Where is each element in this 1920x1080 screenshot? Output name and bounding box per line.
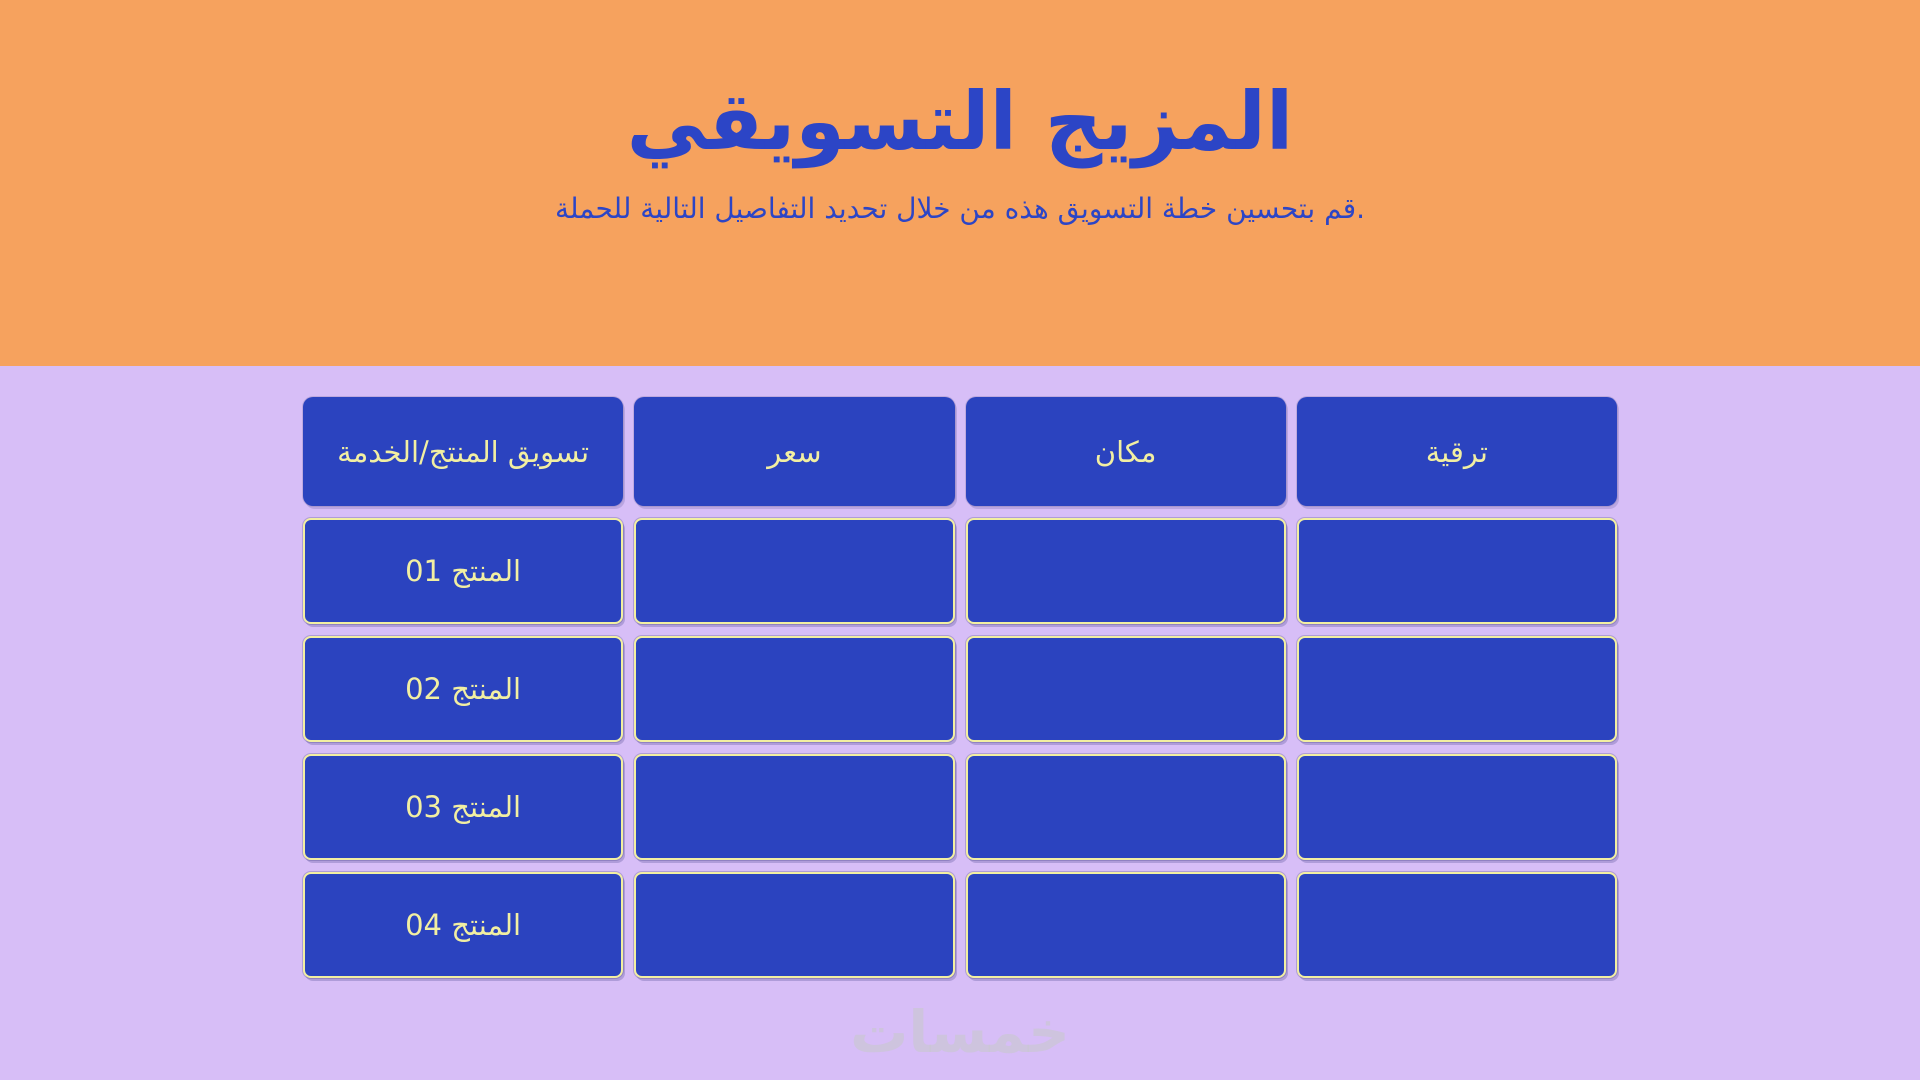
cell-price-product-02[interactable]	[634, 636, 955, 742]
header-cell-product-service-marketing[interactable]: تسويق المنتج/الخدمة	[303, 397, 624, 506]
header-cell-price[interactable]: سعر	[634, 397, 955, 506]
marketing-mix-table: تسويق المنتج/الخدمة سعر مكان ترقية المنت…	[303, 397, 1617, 978]
cell-promotion-product-03[interactable]	[1296, 754, 1617, 860]
row-label-product-02[interactable]: المنتج 02	[303, 636, 624, 742]
page-title: المزيج التسويقي	[626, 75, 1294, 168]
row-label-product-04[interactable]: المنتج 04	[303, 872, 624, 978]
cell-price-product-04[interactable]	[634, 872, 955, 978]
page-subtitle: قم بتحسين خطة التسويق هذه من خلال تحديد …	[555, 192, 1365, 225]
cell-place-product-02[interactable]	[965, 636, 1286, 742]
hero-banner: المزيج التسويقي قم بتحسين خطة التسويق هذ…	[0, 0, 1920, 366]
cell-price-product-01[interactable]	[634, 518, 955, 624]
khamsat-watermark: خمسات	[850, 998, 1070, 1066]
cell-promotion-product-02[interactable]	[1296, 636, 1617, 742]
cell-promotion-product-04[interactable]	[1296, 872, 1617, 978]
cell-promotion-product-01[interactable]	[1296, 518, 1617, 624]
row-label-product-03[interactable]: المنتج 03	[303, 754, 624, 860]
cell-place-product-03[interactable]	[965, 754, 1286, 860]
header-cell-promotion[interactable]: ترقية	[1296, 397, 1617, 506]
cell-price-product-03[interactable]	[634, 754, 955, 860]
cell-place-product-01[interactable]	[965, 518, 1286, 624]
row-label-product-01[interactable]: المنتج 01	[303, 518, 624, 624]
header-cell-place[interactable]: مكان	[965, 397, 1286, 506]
cell-place-product-04[interactable]	[965, 872, 1286, 978]
